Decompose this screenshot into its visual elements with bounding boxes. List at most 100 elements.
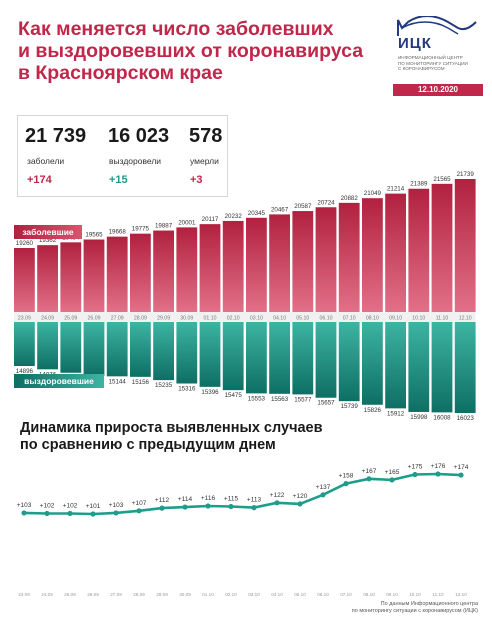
growth-value-label: +107: [132, 500, 147, 507]
recovered-value: 16 023: [108, 125, 170, 147]
growth-date-tick: 12.10: [455, 592, 467, 597]
cases-value-label: 20001: [178, 219, 196, 226]
growth-point: [113, 510, 119, 516]
growth-date-tick: 26.09: [87, 592, 99, 597]
growth-point: [159, 505, 165, 511]
growth-point: [228, 503, 234, 510]
growth-value-label: +103: [109, 502, 124, 509]
growth-point: [205, 503, 211, 509]
recovered-bar: [269, 322, 290, 394]
cases-bar: [153, 230, 174, 312]
growth-date-tick: 11.10: [432, 592, 444, 597]
cases-bar: [130, 233, 151, 312]
cases-value-label: 20724: [317, 199, 335, 206]
growth-date-tick: 10.10: [409, 592, 421, 597]
cases-bar: [431, 183, 453, 312]
cases-bar: [292, 211, 314, 312]
growth-title-line: Динамика прироста выявленных случаев: [20, 420, 323, 436]
cases-bar: [60, 242, 82, 312]
recovered-series-tag: [14, 374, 104, 388]
recovered-value-label: 15156: [132, 379, 150, 386]
cases-series-tag: [14, 225, 82, 239]
recovered-bar: [362, 322, 383, 405]
growth-point: [389, 477, 395, 483]
growth-date-tick: 07.10: [340, 592, 352, 597]
growth-date-tick: 06.10: [317, 592, 329, 597]
cases-value-label: 20587: [294, 203, 312, 210]
recovered-value-label: 15553: [248, 395, 266, 402]
growth-point: [182, 504, 188, 510]
growth-date-tick: 09.10: [386, 592, 398, 597]
growth-date-tick: 24.09: [41, 592, 53, 597]
date-tick-label: 05.10: [296, 316, 309, 322]
date-tick-label: 24.09: [41, 316, 54, 322]
recovered-value-label: 15657: [317, 400, 335, 407]
date-tick-label: 29.09: [157, 316, 170, 322]
cases-bar: [199, 224, 221, 312]
growth-value-label: +115: [224, 496, 239, 503]
growth-date-tick: 02.10: [225, 592, 237, 597]
source-line: по мониторингу ситуации с коронавирусом …: [351, 608, 478, 614]
title-line: и выздоровевших от коронавируса: [18, 40, 364, 62]
recovered-value-label: 15144: [109, 378, 127, 385]
growth-date-tick: 28.09: [133, 592, 145, 597]
date-tick-label: 03.10: [250, 316, 263, 322]
recovered-value-label: 15577: [294, 396, 312, 403]
recovered-value-label: 16008: [433, 414, 451, 421]
recovered-bar: [176, 322, 198, 384]
recovered-bar: [385, 322, 406, 409]
growth-title-line: по сравнению с предыдущим днем: [20, 437, 276, 453]
growth-date-tick: 08.10: [363, 592, 375, 597]
cases-value-label: 21389: [410, 181, 428, 188]
cases-value-label: 20232: [225, 213, 243, 220]
logo-wave-icon: [397, 16, 477, 36]
recovered-bar: [130, 322, 151, 377]
date-tick-label: 06.10: [320, 316, 333, 322]
growth-value-label: +175: [408, 464, 423, 471]
recovered-series-label: выздоровевшие: [24, 376, 94, 386]
date-tick-label: 11.10: [436, 316, 449, 322]
growth-point: [251, 505, 257, 511]
cases-bar: [385, 193, 406, 312]
date-axis-strip: [14, 312, 476, 322]
recovered-value-label: 15998: [410, 414, 428, 421]
date-tick-label: 08.10: [366, 316, 379, 322]
date-tick-label: 28.09: [134, 316, 147, 322]
cases-bar: [408, 188, 430, 312]
logo-subtitle-line: Информационный центр: [398, 55, 463, 60]
recovered-value-label: 15396: [201, 389, 219, 396]
title-line: Как меняется число заболевших: [18, 18, 334, 40]
deaths-label: умерли: [190, 156, 219, 166]
growth-value-label: +174: [454, 464, 469, 471]
cases-value-label: 20882: [341, 195, 359, 202]
growth-series-line: [23, 472, 462, 516]
deaths-value: 578: [189, 125, 223, 147]
growth-value-label: +112: [155, 497, 170, 504]
growth-value-label: +158: [339, 473, 354, 480]
recovered-bar: [431, 322, 453, 413]
growth-value-label: +103: [17, 502, 32, 509]
page-title: Как меняется число заболевших и выздоров…: [18, 18, 368, 84]
growth-value-label: +113: [247, 497, 262, 504]
cases-value-label: 19668: [109, 229, 127, 236]
recovered-value-label: 15563: [271, 396, 289, 403]
cases-value-label: 19260: [16, 240, 34, 247]
date-tick-label: 04.10: [273, 316, 286, 322]
cases-bar: [176, 227, 198, 312]
growth-point: [297, 501, 303, 507]
date-tick-label: 01.10: [204, 316, 217, 322]
cases-bar: [37, 245, 58, 312]
growth-point: [435, 471, 441, 477]
growth-value-label: +167: [362, 468, 377, 475]
recovered-bar: [222, 322, 244, 391]
title-line: в Красноярском крае: [18, 62, 223, 84]
cases-series-label: заболевшие: [22, 227, 74, 237]
growth-chart-title: Динамика прироста выявленных случаев по …: [20, 420, 323, 454]
cases-bar: [338, 202, 360, 312]
cases-bar: [315, 207, 337, 312]
cases-bar: [454, 179, 476, 312]
cases-value-label: 21214: [387, 186, 405, 193]
growth-value-label: +101: [86, 503, 101, 510]
growth-value-label: +116: [201, 495, 216, 502]
growth-point: [366, 476, 372, 482]
